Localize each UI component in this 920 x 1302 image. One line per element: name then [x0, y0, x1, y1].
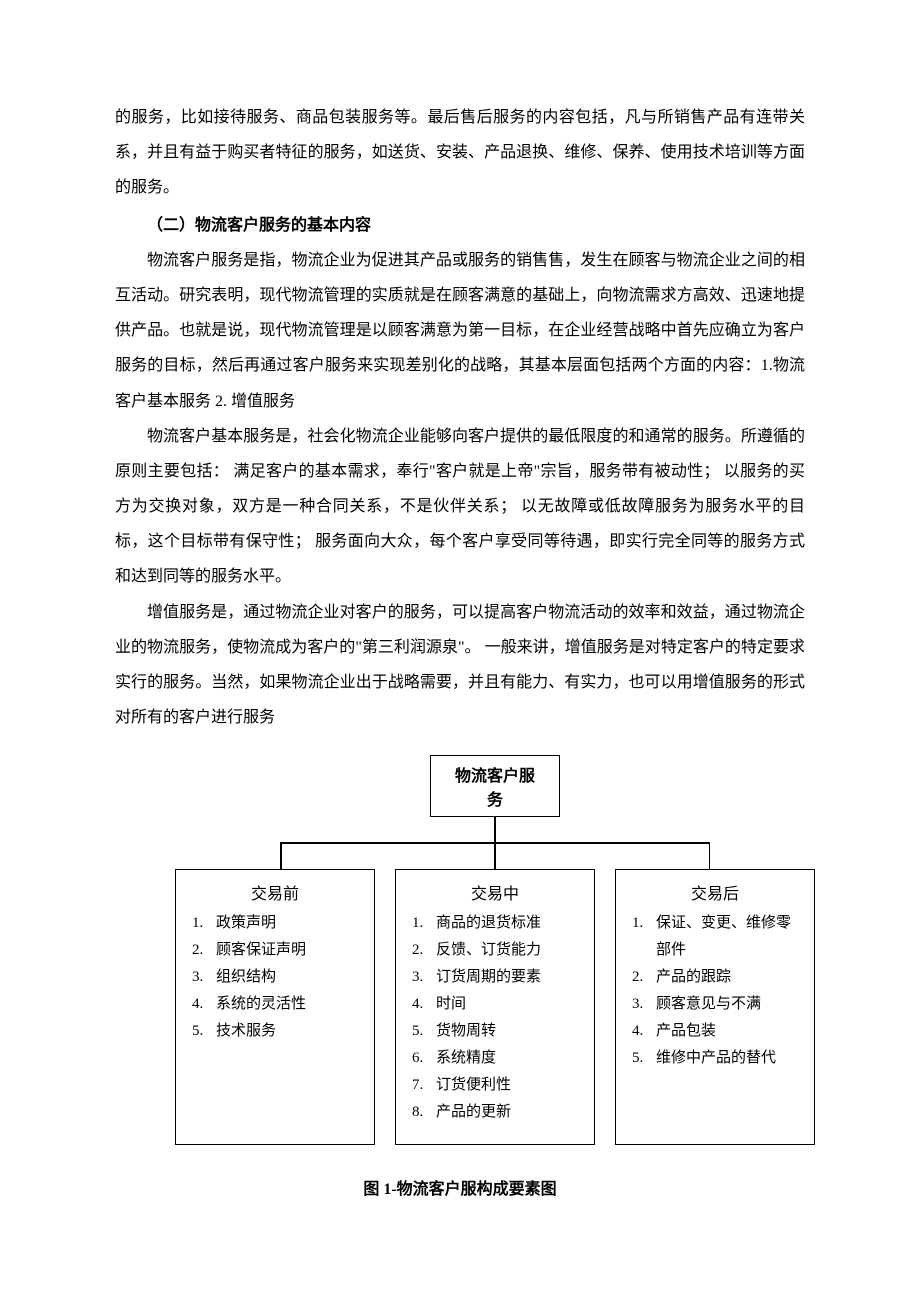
connector-line: [709, 844, 711, 869]
child-list-pre: 1.政策声明2.顾客保证声明3.组织结构4.系统的灵活性5.技术服务: [188, 910, 362, 1045]
list-item: 3.订货周期的要素: [412, 964, 582, 991]
list-text: 时间: [436, 991, 582, 1018]
list-number: 4.: [632, 1018, 656, 1045]
list-text: 产品包装: [656, 1018, 802, 1045]
list-item: 4.产品包装: [632, 1018, 802, 1045]
child-title: 交易中: [408, 880, 582, 904]
connector-line: [280, 844, 282, 869]
child-list-post: 1.保证、变更、维修零部件2.产品的跟踪3.顾客意见与不满4.产品包装5.维修中…: [628, 910, 802, 1072]
paragraph-1: 的服务，比如接待服务、商品包装服务等。最后售后服务的内容包括，凡与所销售产品有连…: [115, 100, 805, 206]
list-item: 7.订货便利性: [412, 1072, 582, 1099]
list-text: 商品的退货标准: [436, 910, 582, 937]
list-number: 1.: [412, 910, 436, 937]
list-text: 组织结构: [216, 964, 362, 991]
list-item: 1.保证、变更、维修零部件: [632, 910, 802, 964]
list-item: 5.货物周转: [412, 1018, 582, 1045]
list-number: 5.: [412, 1018, 436, 1045]
diagram-child-post-transaction: 交易后 1.保证、变更、维修零部件2.产品的跟踪3.顾客意见与不满4.产品包装5…: [615, 869, 815, 1145]
list-number: 2.: [412, 937, 436, 964]
list-number: 1.: [632, 910, 656, 964]
list-number: 5.: [192, 1018, 216, 1045]
connector-row: [280, 844, 710, 869]
connector-line: [494, 844, 496, 869]
list-number: 4.: [412, 991, 436, 1018]
figure-caption: 图 1-物流客户服构成要素图: [115, 1175, 805, 1199]
list-text: 订货周期的要素: [436, 964, 582, 991]
list-text: 顾客保证声明: [216, 937, 362, 964]
list-text: 保证、变更、维修零部件: [656, 910, 802, 964]
list-text: 货物周转: [436, 1018, 582, 1045]
list-item: 6.系统精度: [412, 1045, 582, 1072]
list-text: 产品的更新: [436, 1099, 582, 1126]
list-number: 8.: [412, 1099, 436, 1126]
child-title: 交易前: [188, 880, 362, 904]
list-number: 1.: [192, 910, 216, 937]
list-text: 维修中产品的替代: [656, 1045, 802, 1072]
paragraph-4: 增值服务是，通过物流企业对客户的服务，可以提高客户物流活动的效率和效益，通过物流…: [115, 595, 805, 736]
list-number: 2.: [632, 964, 656, 991]
list-text: 订货便利性: [436, 1072, 582, 1099]
list-text: 反馈、订货能力: [436, 937, 582, 964]
list-number: 5.: [632, 1045, 656, 1072]
list-text: 政策声明: [216, 910, 362, 937]
list-item: 5.技术服务: [192, 1018, 362, 1045]
diagram-children-row: 交易前 1.政策声明2.顾客保证声明3.组织结构4.系统的灵活性5.技术服务 交…: [175, 869, 815, 1145]
list-text: 系统精度: [436, 1045, 582, 1072]
list-item: 4.系统的灵活性: [192, 991, 362, 1018]
list-item: 2.反馈、订货能力: [412, 937, 582, 964]
list-number: 7.: [412, 1072, 436, 1099]
list-text: 顾客意见与不满: [656, 991, 802, 1018]
list-text: 产品的跟踪: [656, 964, 802, 991]
list-text: 系统的灵活性: [216, 991, 362, 1018]
section-heading: （二）物流客户服务的基本内容: [115, 208, 805, 243]
list-text: 技术服务: [216, 1018, 362, 1045]
child-title: 交易后: [628, 880, 802, 904]
list-number: 3.: [192, 964, 216, 991]
diagram-child-during-transaction: 交易中 1.商品的退货标准2.反馈、订货能力3.订货周期的要素4.时间5.货物周…: [395, 869, 595, 1145]
list-item: 2.产品的跟踪: [632, 964, 802, 991]
list-item: 3.顾客意见与不满: [632, 991, 802, 1018]
list-item: 8.产品的更新: [412, 1099, 582, 1126]
org-chart-diagram: 物流客户服务 交易前 1.政策声明2.顾客保证声明3.组织结构4.系统的灵活性5…: [175, 755, 815, 1145]
diagram-root-node: 物流客户服务: [430, 755, 560, 817]
list-item: 3.组织结构: [192, 964, 362, 991]
list-number: 4.: [192, 991, 216, 1018]
list-item: 1.政策声明: [192, 910, 362, 937]
list-item: 5.维修中产品的替代: [632, 1045, 802, 1072]
list-item: 2.顾客保证声明: [192, 937, 362, 964]
paragraph-2: 物流客户服务是指，物流企业为促进其产品或服务的销售售，发生在顾客与物流企业之间的…: [115, 243, 805, 419]
list-number: 3.: [632, 991, 656, 1018]
list-number: 6.: [412, 1045, 436, 1072]
connector-line: [494, 817, 496, 842]
list-number: 3.: [412, 964, 436, 991]
child-list-during: 1.商品的退货标准2.反馈、订货能力3.订货周期的要素4.时间5.货物周转6.系…: [408, 910, 582, 1126]
diagram-child-pre-transaction: 交易前 1.政策声明2.顾客保证声明3.组织结构4.系统的灵活性5.技术服务: [175, 869, 375, 1145]
list-item: 4.时间: [412, 991, 582, 1018]
list-number: 2.: [192, 937, 216, 964]
paragraph-3: 物流客户基本服务是，社会化物流企业能够向客户提供的最低限度的和通常的服务。所遵循…: [115, 419, 805, 595]
list-item: 1.商品的退货标准: [412, 910, 582, 937]
